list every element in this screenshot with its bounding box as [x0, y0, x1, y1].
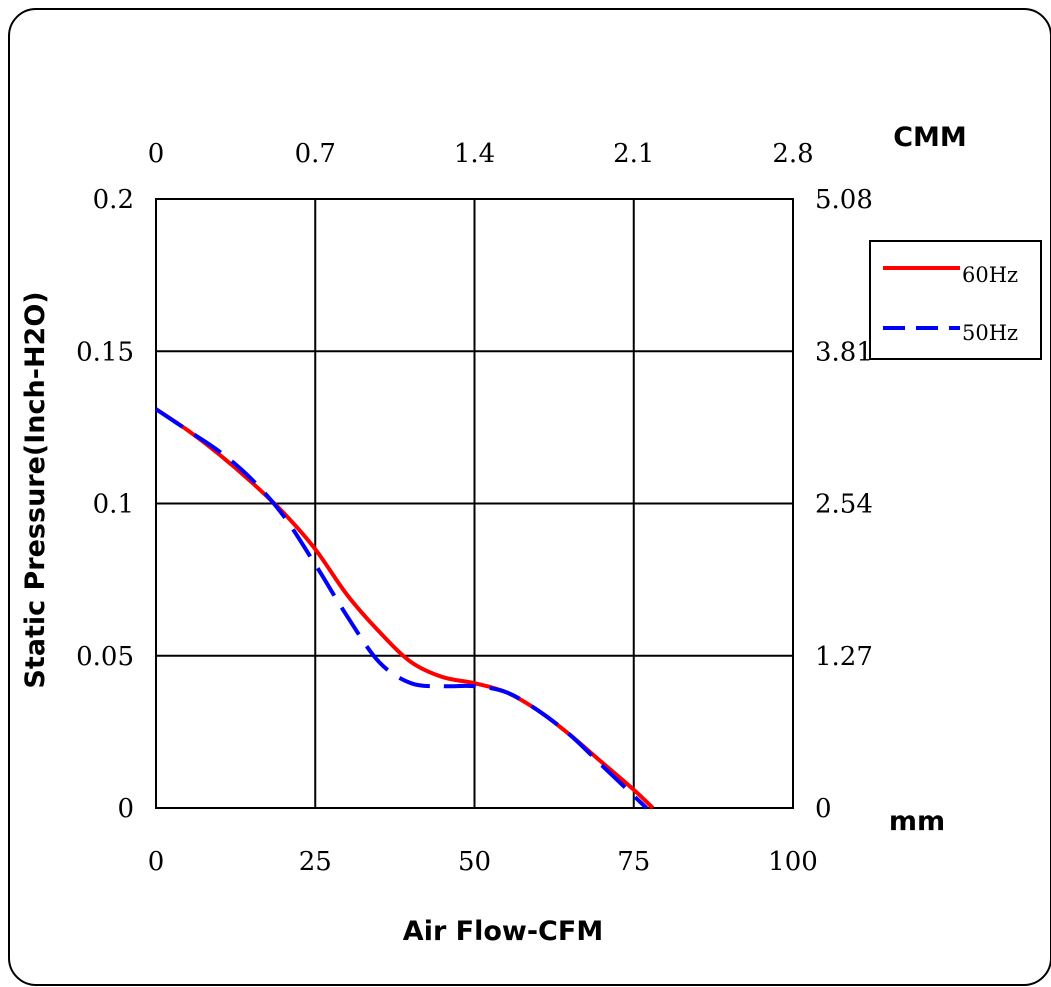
- right-axis-ticks: 0 1.27 2.54 3.81 5.08: [815, 185, 873, 824]
- series-layer: [154, 407, 655, 810]
- bottom-tick-label: 50: [458, 847, 491, 877]
- legend-label-50hz: 50Hz: [962, 321, 1018, 345]
- left-tick-label: 0.2: [93, 185, 134, 215]
- grid: [155, 198, 794, 809]
- series-line-60hz: [154, 407, 655, 810]
- y-axis-title: Static Pressure(Inch-H2O): [20, 291, 51, 688]
- top-tick-label: 1.4: [454, 139, 495, 169]
- left-tick-label: 0.15: [76, 337, 134, 367]
- bottom-tick-label: 75: [617, 847, 650, 877]
- top-axis-unit-label: CMM: [893, 122, 967, 153]
- bottom-tick-label: 100: [768, 847, 818, 877]
- top-tick-label: 0: [148, 139, 165, 169]
- top-tick-label: 0.7: [295, 139, 336, 169]
- right-tick-label: 5.08: [815, 185, 873, 215]
- left-tick-label: 0.1: [93, 490, 134, 520]
- bottom-axis-ticks: 0 25 50 75 100: [148, 847, 818, 877]
- bottom-tick-label: 0: [148, 847, 165, 877]
- right-tick-label: 3.81: [815, 337, 873, 367]
- series-line-50hz: [154, 407, 648, 810]
- right-axis-unit-label: mm: [889, 806, 945, 837]
- bottom-tick-label: 25: [299, 847, 332, 877]
- right-tick-label: 1.27: [815, 642, 873, 672]
- left-tick-label: 0: [117, 794, 134, 824]
- left-axis-ticks: 0 0.05 0.1 0.15 0.2: [76, 185, 134, 824]
- top-tick-label: 2.1: [613, 139, 654, 169]
- legend-box: [869, 240, 1042, 360]
- legend-label-60hz: 60Hz: [962, 263, 1018, 287]
- top-axis-ticks: 0 0.7 1.4 2.1 2.8: [148, 139, 814, 169]
- chart-frame: [8, 8, 1051, 986]
- x-axis-title: Air Flow-CFM: [403, 916, 603, 947]
- right-tick-label: 0: [815, 794, 832, 824]
- top-tick-label: 2.8: [772, 139, 813, 169]
- left-tick-label: 0.05: [76, 642, 134, 672]
- right-tick-label: 2.54: [815, 490, 873, 520]
- legend: 60Hz 50Hz: [869, 240, 1042, 360]
